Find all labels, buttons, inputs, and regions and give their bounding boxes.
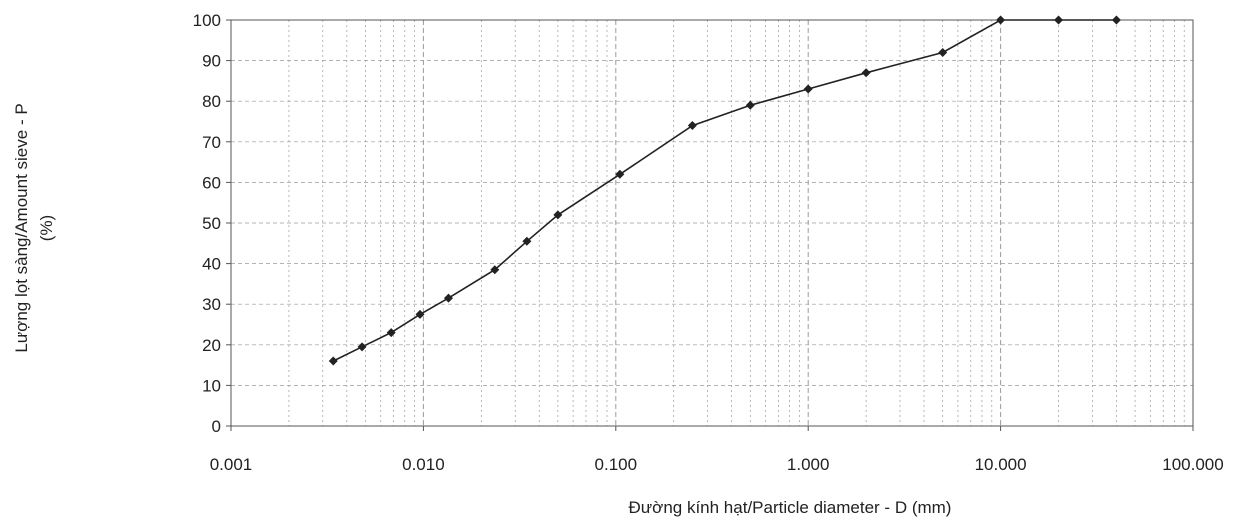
plot-frame bbox=[230, 19, 1194, 427]
y-tick-label: 50 bbox=[202, 214, 221, 233]
x-tick-label: 0.010 bbox=[402, 455, 445, 474]
data-point bbox=[938, 47, 948, 57]
data-point bbox=[522, 236, 532, 246]
x-tick-label: 0.001 bbox=[210, 455, 253, 474]
x-tick-label: 1.000 bbox=[787, 455, 830, 474]
data-point bbox=[328, 356, 338, 366]
y-tick-label: 100 bbox=[193, 11, 221, 30]
data-point bbox=[1111, 15, 1121, 25]
y-axis-title: Lượng lọt sàng/Amount sieve - P bbox=[12, 103, 31, 352]
data-point bbox=[553, 210, 563, 220]
x-tick-labels: 0.001 0.010 0.100 1.000 10.000 100.000 bbox=[210, 426, 1224, 474]
data-point bbox=[687, 121, 697, 131]
data-points bbox=[328, 15, 1121, 366]
y-tick-label: 70 bbox=[202, 133, 221, 152]
data-point bbox=[357, 342, 367, 352]
data-point bbox=[803, 84, 813, 94]
data-point bbox=[861, 68, 871, 78]
data-point bbox=[490, 265, 500, 275]
data-point bbox=[415, 309, 425, 319]
y-tick-label: 80 bbox=[202, 92, 221, 111]
gradation-curve bbox=[332, 19, 1117, 362]
y-tick-labels: 0 10 20 30 40 50 60 70 80 90 100 bbox=[193, 11, 231, 436]
x-axis-title: Đường kính hạt/Particle diameter - D (mm… bbox=[629, 498, 952, 517]
y-tick-label: 0 bbox=[212, 417, 221, 436]
y-tick-label: 10 bbox=[202, 376, 221, 395]
data-point bbox=[745, 100, 755, 110]
grid bbox=[231, 20, 1193, 426]
x-tick-label: 100.000 bbox=[1162, 455, 1223, 474]
data-point bbox=[443, 293, 453, 303]
x-tick-label: 0.100 bbox=[595, 455, 638, 474]
y-tick-label: 40 bbox=[202, 255, 221, 274]
data-point bbox=[996, 15, 1006, 25]
y-tick-label: 20 bbox=[202, 336, 221, 355]
y-tick-label: 60 bbox=[202, 173, 221, 192]
y-tick-label: 90 bbox=[202, 52, 221, 71]
y-axis-title-unit: (%) bbox=[37, 215, 56, 241]
x-tick-label: 10.000 bbox=[975, 455, 1027, 474]
data-point bbox=[615, 169, 625, 179]
y-tick-label: 30 bbox=[202, 295, 221, 314]
data-point bbox=[386, 328, 396, 338]
data-point bbox=[1054, 15, 1064, 25]
